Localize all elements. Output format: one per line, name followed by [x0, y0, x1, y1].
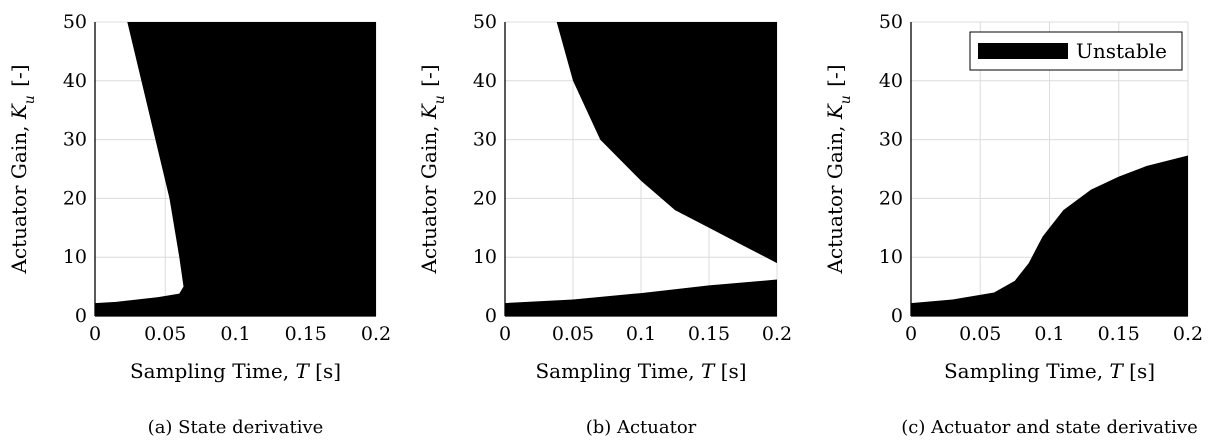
- x-tick-label: 0.2: [762, 323, 792, 345]
- panel-caption: (a) State derivative: [148, 417, 324, 438]
- y-tick-label: 30: [63, 129, 87, 151]
- unstable-region-1-1: [505, 279, 777, 316]
- legend: Unstable: [969, 31, 1183, 71]
- x-tick-label: 0: [499, 323, 511, 345]
- x-tick-label: 0: [89, 323, 101, 345]
- y-tick-label: 50: [63, 11, 87, 33]
- y-axis-label: Actuator Gain, Ku [-]: [823, 64, 854, 274]
- x-tick-label: 0.1: [1034, 323, 1064, 345]
- y-tick-label: 10: [879, 246, 903, 268]
- x-tick-label: 0.2: [1173, 323, 1203, 345]
- x-tick-label: 0.05: [959, 323, 1001, 345]
- legend-swatch: [978, 43, 1068, 59]
- y-tick-label: 20: [879, 187, 903, 209]
- unstable-region-1-0: [556, 22, 777, 264]
- x-tick-label: 0.05: [552, 323, 594, 345]
- y-tick-label: 30: [473, 129, 497, 151]
- y-tick-label: 40: [473, 70, 497, 92]
- x-axis-label: Sampling Time, T [s]: [535, 359, 746, 383]
- y-tick-label: 40: [879, 70, 903, 92]
- y-axis-label: Actuator Gain, Ku [-]: [7, 64, 38, 274]
- unstable-region-2-0: [911, 155, 1188, 316]
- y-tick-label: 0: [485, 305, 497, 327]
- panel-1: 0 0.05 0.1 0.15 0.2 0 10 20 30 40 50 Sampling Time,…: [417, 11, 792, 438]
- unstable-region-0-0: [95, 22, 376, 316]
- x-tick-label: 0.15: [1098, 323, 1140, 345]
- y-tick-label: 40: [63, 70, 87, 92]
- x-axis-label: Sampling Time, T [s]: [944, 359, 1155, 383]
- y-tick-label: 50: [879, 11, 903, 33]
- panel-caption: (b) Actuator: [586, 417, 697, 438]
- y-tick-label: 50: [473, 11, 497, 33]
- panel-caption: (c) Actuator and state derivative: [901, 417, 1198, 438]
- y-tick-label: 20: [63, 187, 87, 209]
- x-tick-label: 0: [905, 323, 917, 345]
- y-tick-label: 20: [473, 187, 497, 209]
- y-tick-label: 10: [473, 246, 497, 268]
- panel-0: 0 0.05 0.1 0.15 0.2 0 10 20 30 40 50 Sampling Time,…: [7, 11, 391, 438]
- y-axis-label: Actuator Gain, Ku [-]: [417, 64, 448, 274]
- x-tick-label: 0.1: [626, 323, 656, 345]
- y-tick-label: 10: [63, 246, 87, 268]
- x-axis-label: Sampling Time, T [s]: [130, 359, 341, 383]
- legend-label: Unstable: [1076, 39, 1167, 63]
- x-tick-label: 0.2: [361, 323, 391, 345]
- y-tick-label: 0: [891, 305, 903, 327]
- x-tick-label: 0.15: [688, 323, 730, 345]
- y-tick-label: 0: [75, 305, 87, 327]
- x-tick-label: 0.1: [220, 323, 250, 345]
- x-tick-label: 0.05: [144, 323, 186, 345]
- y-tick-label: 30: [879, 129, 903, 151]
- panel-2: 0 0.05 0.1 0.15 0.2 0 10 20 30 40 50 Sampling Time,…: [823, 11, 1203, 438]
- x-tick-label: 0.15: [285, 323, 327, 345]
